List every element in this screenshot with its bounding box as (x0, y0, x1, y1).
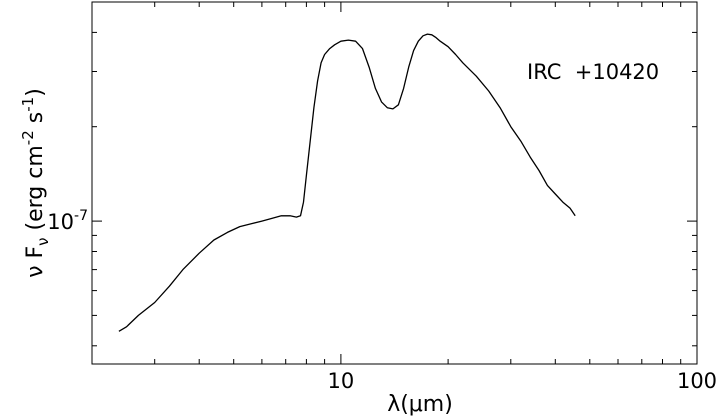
y-axis-label: ν Fν (erg cm-2 s-1) (19, 88, 52, 278)
x-tick-label: 10 (328, 369, 355, 393)
tick-labels: 10 100 10-7 (47, 208, 717, 393)
x-tick-label: 100 (677, 369, 717, 393)
spectrum-line (118, 33, 576, 332)
axis-ticks (91, 1, 698, 364)
y-tick-label: 10-7 (47, 208, 88, 234)
star-annotation: IRC +10420 (527, 60, 659, 84)
x-axis-label: λ(μm) (387, 392, 453, 416)
plot-frame (91, 1, 698, 365)
